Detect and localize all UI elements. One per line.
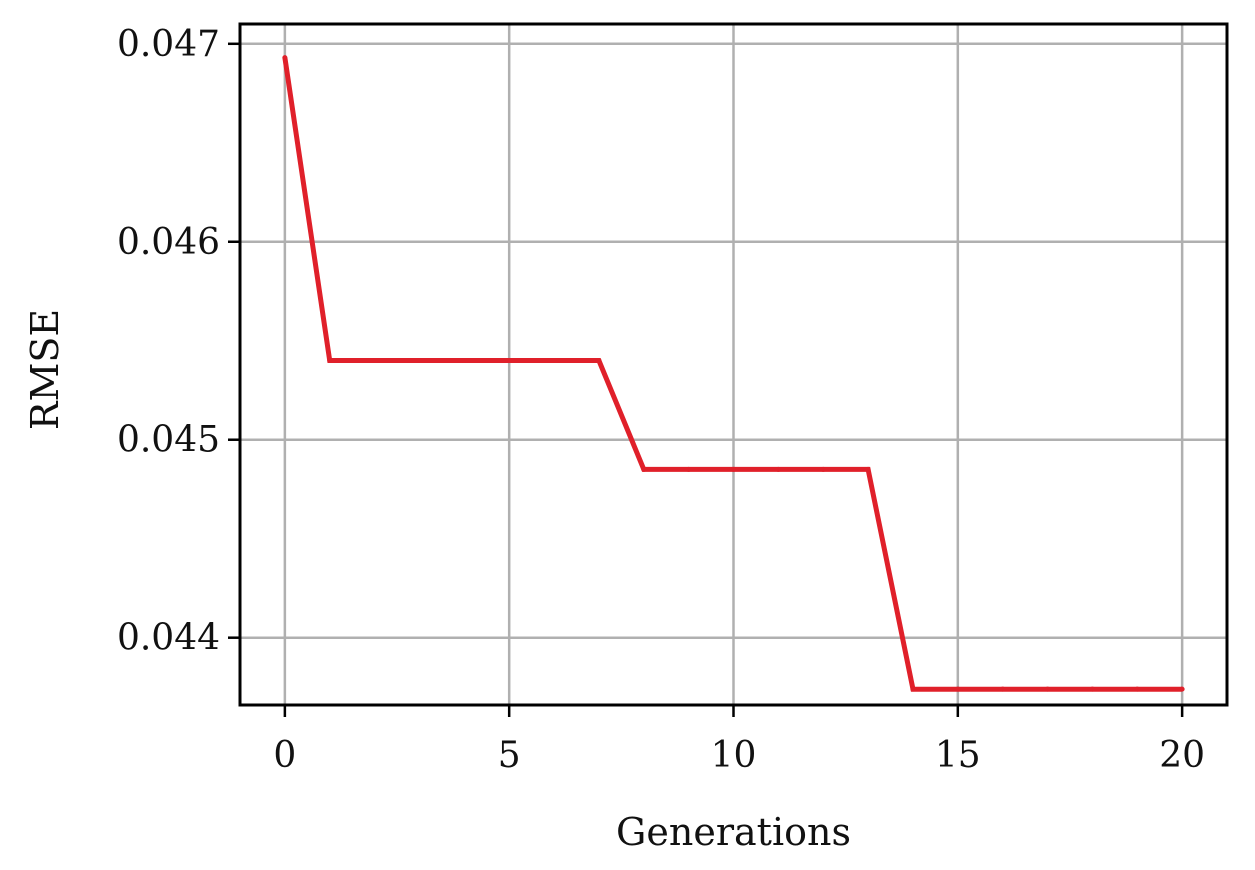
- data-point: [1089, 686, 1095, 692]
- data-point: [955, 686, 961, 692]
- data-point: [596, 358, 602, 364]
- series-layer: [282, 55, 1185, 692]
- x-tick-label: 15: [935, 735, 981, 776]
- data-point: [686, 466, 692, 472]
- data-point: [506, 358, 512, 364]
- data-point: [1000, 686, 1006, 692]
- data-point: [416, 358, 422, 364]
- grid: [240, 24, 1227, 705]
- data-point: [282, 55, 288, 61]
- x-tick-label: 20: [1159, 735, 1205, 776]
- y-tick-label: 0.046: [117, 222, 220, 263]
- data-point: [327, 358, 333, 364]
- y-tick-label: 0.047: [117, 24, 220, 65]
- data-point: [775, 466, 781, 472]
- data-point: [865, 466, 871, 472]
- data-point: [1179, 686, 1185, 692]
- ticks: 0 5 10 15 20 0.044 0.045 0.046 0.047: [117, 24, 1205, 776]
- data-point: [1045, 686, 1051, 692]
- y-axis-label: RMSE: [23, 309, 67, 430]
- x-axis-label: Generations: [616, 810, 851, 854]
- data-point: [551, 358, 557, 364]
- y-tick-label: 0.045: [117, 420, 220, 461]
- data-point: [731, 466, 736, 472]
- x-tick-label: 0: [273, 735, 296, 776]
- y-tick-label: 0.044: [117, 618, 220, 659]
- data-point: [641, 466, 647, 472]
- data-point: [820, 466, 826, 472]
- x-tick-label: 10: [711, 735, 757, 776]
- data-point: [372, 358, 378, 364]
- data-point: [461, 358, 467, 364]
- data-point: [1134, 686, 1140, 692]
- x-tick-label: 5: [498, 735, 521, 776]
- data-point: [910, 686, 916, 692]
